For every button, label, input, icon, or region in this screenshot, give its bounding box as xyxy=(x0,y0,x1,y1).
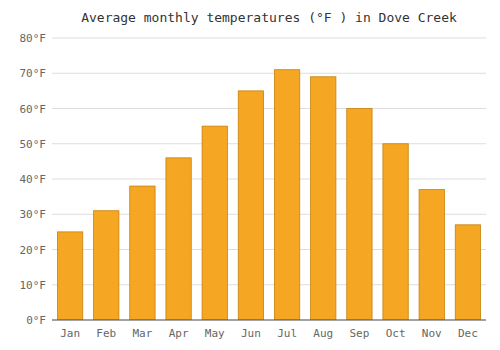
bar xyxy=(419,190,444,320)
bar xyxy=(274,70,299,320)
x-tick-label: Dec xyxy=(458,327,478,340)
y-tick-label: 50°F xyxy=(20,138,47,151)
y-tick-label: 0°F xyxy=(26,314,46,327)
grid xyxy=(52,38,486,320)
x-tick-label: Oct xyxy=(386,327,406,340)
bar xyxy=(202,126,227,320)
x-tick-label: Jul xyxy=(277,327,297,340)
y-tick-label: 80°F xyxy=(20,32,47,45)
bar xyxy=(311,77,336,320)
x-tick-label: May xyxy=(205,327,225,340)
bar xyxy=(166,158,191,320)
bar xyxy=(57,232,82,320)
y-tick-label: 10°F xyxy=(20,279,47,292)
bar xyxy=(94,211,119,320)
x-tick-label: Jun xyxy=(241,327,261,340)
bar xyxy=(130,186,155,320)
x-tick-label: Mar xyxy=(132,327,152,340)
x-axis-line xyxy=(52,319,486,320)
bar xyxy=(455,225,480,320)
x-tick-label: Aug xyxy=(313,327,333,340)
grid-line xyxy=(52,179,486,180)
x-tick-label: Apr xyxy=(169,327,189,340)
chart: Average monthly temperatures (°F ) in Do… xyxy=(0,0,500,350)
y-tick-label: 60°F xyxy=(20,103,47,116)
grid-line xyxy=(52,320,486,321)
title: Average monthly temperatures (°F ) in Do… xyxy=(81,10,457,25)
y-tick-label: 20°F xyxy=(20,244,47,257)
bar xyxy=(238,91,263,320)
bars xyxy=(57,70,480,320)
x-tick-label: Feb xyxy=(96,327,116,340)
grid-line xyxy=(52,38,486,39)
y-tick-label: 30°F xyxy=(20,208,47,221)
bar xyxy=(383,144,408,320)
x-tick-label: Jan xyxy=(60,327,80,340)
y-tick-label: 70°F xyxy=(20,67,47,80)
grid-line xyxy=(52,108,486,109)
grid-line xyxy=(52,73,486,74)
x-tick-label: Nov xyxy=(422,327,442,340)
y-tick-label: 40°F xyxy=(20,173,47,186)
grid-line xyxy=(52,143,486,144)
bar xyxy=(347,109,372,321)
x-tick-label: Sep xyxy=(349,327,369,340)
